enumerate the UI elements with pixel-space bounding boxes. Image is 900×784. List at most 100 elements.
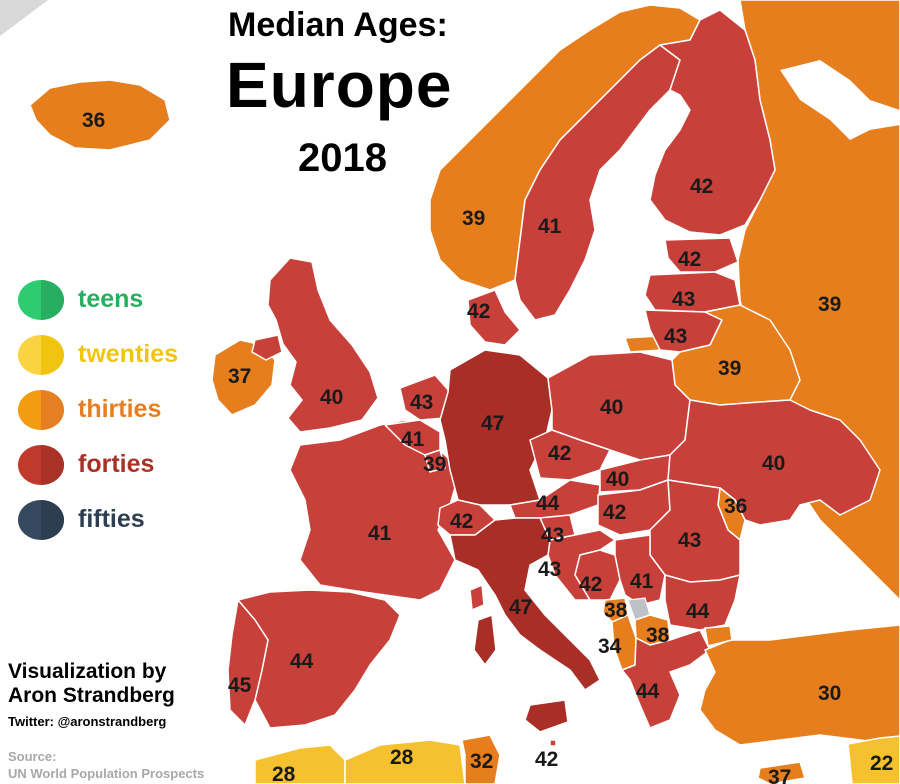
legend-label-thirties: thirties <box>78 395 162 423</box>
corner-artifact <box>0 0 48 36</box>
legend-label-fifties: fifties <box>78 505 145 533</box>
legend-swatch-fifties <box>18 499 64 540</box>
country-corsica[interactable] <box>469 584 485 611</box>
country-morocco[interactable] <box>254 744 346 784</box>
label-russia: 39 <box>818 293 841 316</box>
label-hungary: 42 <box>603 501 626 524</box>
legend-swatch-forties <box>18 444 64 485</box>
label-luxembourg: 39 <box>423 453 446 476</box>
legend-swatch-teens <box>18 279 64 320</box>
country-malta[interactable] <box>549 739 557 747</box>
country-italy[interactable] <box>449 517 601 691</box>
country-turkey-thrace[interactable] <box>704 625 733 647</box>
legend-item-twenties: twenties <box>18 327 218 382</box>
legend-swatch-thirties <box>18 389 64 430</box>
label-montenegro: 38 <box>604 599 628 622</box>
country-greece[interactable] <box>621 629 711 729</box>
label-poland: 40 <box>600 396 623 419</box>
label-serbia: 41 <box>630 570 654 593</box>
label-germany: 47 <box>481 412 504 435</box>
label-norway: 39 <box>462 207 485 230</box>
legend-swatch-shade <box>41 389 64 430</box>
country-turkey[interactable] <box>699 624 900 746</box>
label-estonia: 42 <box>678 248 701 271</box>
country-bulgaria[interactable] <box>664 574 741 631</box>
legend-swatch-shade <box>41 334 64 375</box>
label-latvia: 43 <box>672 288 695 311</box>
label-belgium: 41 <box>401 428 425 451</box>
country-finland[interactable] <box>649 9 776 236</box>
label-austria: 44 <box>536 492 560 515</box>
country-denmark[interactable] <box>467 289 521 346</box>
label-morocco: 28 <box>272 763 296 784</box>
legend-label-teens: teens <box>78 285 144 313</box>
label-iceland: 36 <box>82 109 105 132</box>
legend-item-thirties: thirties <box>18 382 218 437</box>
legend-swatch-shade <box>41 444 64 485</box>
label-algeria: 28 <box>390 746 414 769</box>
country-sweden[interactable] <box>514 44 681 321</box>
credit-twitter[interactable]: Twitter: @aronstrandberg <box>8 714 167 729</box>
legend-swatch-shade <box>41 499 64 540</box>
label-ireland: 37 <box>228 365 251 388</box>
label-albania: 34 <box>598 635 622 658</box>
legend-swatch-twenties <box>18 334 64 375</box>
gulf-of-bothnia <box>606 100 690 220</box>
country-northern-ireland[interactable] <box>251 334 283 361</box>
label-cyprus: 37 <box>768 766 791 784</box>
label-slovenia: 43 <box>541 524 564 547</box>
country-syria[interactable] <box>847 735 900 784</box>
label-ukraine: 40 <box>762 452 785 475</box>
country-czechia[interactable] <box>529 429 611 481</box>
country-bosnia[interactable] <box>574 549 621 601</box>
label-belarus: 39 <box>718 357 741 380</box>
label-greece: 44 <box>636 680 660 703</box>
label-north-macedonia: 38 <box>646 624 670 647</box>
label-slovakia: 40 <box>606 468 629 491</box>
legend-item-teens: teens <box>18 272 218 327</box>
title-year: 2018 <box>298 136 387 180</box>
label-switzerland: 42 <box>450 510 473 533</box>
country-united-kingdom[interactable] <box>267 257 379 433</box>
country-ireland[interactable] <box>211 339 276 416</box>
country-luxembourg[interactable] <box>424 449 446 473</box>
country-estonia[interactable] <box>664 237 739 273</box>
legend: teens twenties thirties forties fifties <box>18 272 218 547</box>
label-croatia: 43 <box>538 558 561 581</box>
label-romania: 43 <box>678 529 701 552</box>
country-tunisia[interactable] <box>461 734 501 784</box>
label-malta: 42 <box>535 748 558 771</box>
label-syria: 22 <box>870 752 893 775</box>
label-lithuania: 43 <box>664 325 687 348</box>
label-portugal: 45 <box>228 674 252 697</box>
white-sea <box>780 60 900 140</box>
legend-label-twenties: twenties <box>78 340 179 368</box>
label-bulgaria: 44 <box>686 600 710 623</box>
country-sardinia[interactable] <box>473 614 497 666</box>
source-block: Source: UN World Population Prospects <box>8 748 204 782</box>
label-bosnia: 42 <box>579 573 602 596</box>
country-serbia[interactable] <box>614 534 666 606</box>
label-netherlands: 43 <box>410 391 433 414</box>
label-czechia: 42 <box>548 442 571 465</box>
country-portugal[interactable] <box>227 599 269 726</box>
country-algeria[interactable] <box>344 739 466 784</box>
legend-item-forties: forties <box>18 437 218 492</box>
credit-line1: Visualization by <box>8 660 167 683</box>
label-france: 41 <box>368 522 392 545</box>
country-sicily[interactable] <box>524 699 569 733</box>
credit-block: Visualization by Aron Strandberg Twitter… <box>8 660 175 729</box>
source-label: Source: <box>8 749 57 764</box>
source-name: UN World Population Prospects <box>8 766 205 781</box>
legend-swatch-shade <box>41 279 64 320</box>
country-iceland[interactable] <box>29 79 171 151</box>
label-denmark: 42 <box>467 300 490 323</box>
title-line1: Median Ages: <box>228 6 448 44</box>
legend-item-fifties: fifties <box>18 492 218 547</box>
country-cyprus[interactable] <box>757 761 806 784</box>
label-italy: 47 <box>509 596 532 619</box>
legend-label-forties: forties <box>78 450 155 478</box>
credit-line2: Aron Strandberg <box>8 684 175 707</box>
